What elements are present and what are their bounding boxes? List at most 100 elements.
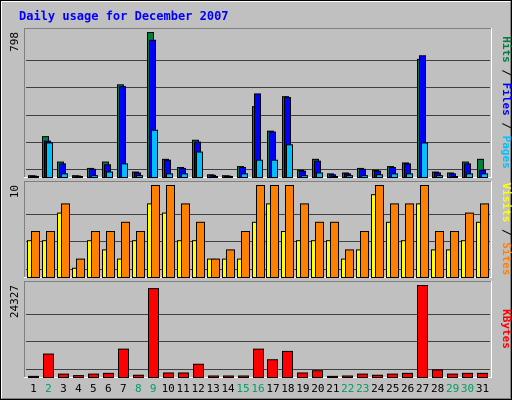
- panel-kbytes-day-7: [118, 348, 129, 378]
- bar-kbytes-day-19: [297, 372, 308, 378]
- chart-title: Daily usage for December 2007: [19, 9, 229, 23]
- bar-pages-day-9: [151, 129, 158, 179]
- panel-requests-day-11: [177, 167, 188, 179]
- legend-entry-pages: Pages: [500, 136, 512, 169]
- x-tick-label-day-16: 16: [251, 382, 264, 395]
- x-tick-label-day-8: 8: [135, 382, 142, 395]
- x-tick-label-day-7: 7: [120, 382, 127, 395]
- panel-requests-day-5: [87, 167, 98, 178]
- x-axis-labels: 1 2 3 4 5 6 7 8 9 10 11 12 13 14 15 16 17 18 19 20 21 22 23 24 2…: [30, 382, 489, 395]
- panel-kbytes-day-8: [133, 374, 144, 379]
- panel-requests-day-6: [102, 161, 113, 179]
- x-tick-label-day-25: 25: [386, 382, 399, 395]
- panel-kbytes-day-6: [103, 372, 114, 379]
- x-tick-label-day-12: 12: [192, 382, 205, 395]
- bar-pages-day-1: [32, 176, 39, 178]
- x-tick-label-day-9: 9: [150, 382, 157, 395]
- x-tick-label-day-3: 3: [60, 382, 67, 395]
- panel-kbytes-day-28: [432, 369, 443, 379]
- bar-pages-day-27: [421, 142, 428, 179]
- bar-sites-day-8: [136, 231, 145, 278]
- bar-pages-day-29: [451, 176, 458, 178]
- bar-kbytes-day-7: [118, 348, 129, 378]
- legend-entry-files: Files: [500, 83, 512, 116]
- x-tick-label-day-27: 27: [416, 382, 429, 395]
- panel-kbytes-day-9: [148, 288, 159, 379]
- panel-visits-day-10: [162, 185, 175, 279]
- bar-sites-day-30: [465, 212, 474, 279]
- panel-requests-day-10: [162, 158, 173, 179]
- bar-kbytes-day-2: [43, 353, 54, 378]
- bar-pages-day-21: [331, 176, 338, 178]
- bar-sites-day-31: [480, 203, 489, 278]
- bar-sites-day-3: [61, 203, 70, 278]
- bar-sites-day-6: [106, 231, 115, 278]
- panel-visits-day-24: [371, 185, 384, 278]
- x-tick-label-day-15: 15: [236, 382, 249, 395]
- bar-sites-day-27: [420, 185, 429, 278]
- panel-visits-day-26: [401, 203, 414, 278]
- legend-entry-hits: Hits: [500, 36, 512, 63]
- bar-pages-day-6: [106, 171, 113, 179]
- bar-kbytes-day-5: [88, 373, 99, 378]
- panel-visits-day-27: [416, 185, 429, 278]
- bar-pages-day-16: [256, 159, 263, 179]
- panel-kbytes-day-20: [312, 370, 323, 378]
- panel-kbytes-day-23: [357, 373, 368, 378]
- bar-sites-day-26: [405, 203, 414, 278]
- bar-kbytes-day-27: [417, 285, 428, 378]
- panel-visits-day-25: [386, 203, 399, 279]
- bar-sites-day-15: [241, 231, 250, 278]
- panel-visits-day-19: [296, 203, 309, 278]
- x-tick-label-day-31: 31: [476, 382, 489, 395]
- bar-kbytes-day-14: [223, 375, 234, 378]
- bar-pages-day-13: [211, 176, 218, 178]
- legend-separator: /: [500, 116, 512, 136]
- panel-requests-day-13: [207, 174, 218, 179]
- panel-kbytes-axis-max: 24327: [8, 285, 21, 318]
- panel-requests-day-9: [147, 32, 158, 179]
- bar-pages-day-5: [91, 175, 98, 178]
- panel-visits-day-7: [117, 221, 130, 279]
- bar-kbytes-day-26: [402, 372, 413, 379]
- panel-requests-day-26: [402, 162, 413, 179]
- panel-kbytes-day-14: [223, 375, 234, 378]
- bar-kbytes-day-30: [462, 372, 473, 379]
- x-tick-label-day-4: 4: [75, 382, 82, 395]
- panel-visits-day-12: [192, 221, 205, 279]
- bar-kbytes-day-1: [28, 375, 39, 378]
- bar-kbytes-day-15: [238, 375, 249, 378]
- panel-visits-day-14: [222, 249, 235, 279]
- panel-visits-day-1: [27, 231, 40, 278]
- panel-visits-day-21: [326, 221, 339, 279]
- bar-kbytes-day-17: [267, 359, 278, 379]
- bar-kbytes-day-24: [372, 374, 383, 379]
- panel-kbytes-day-3: [58, 373, 69, 378]
- bar-pages-day-15: [241, 173, 248, 179]
- panel-visits-day-9: [147, 185, 160, 278]
- bar-kbytes-day-8: [133, 374, 144, 379]
- bar-kbytes-day-16: [253, 348, 264, 378]
- bar-pages-day-28: [436, 175, 443, 178]
- panel-visits-day-30: [461, 212, 474, 279]
- x-tick-label-day-5: 5: [90, 382, 97, 395]
- x-tick-label-day-2: 2: [45, 382, 52, 395]
- panel-requests-day-30: [462, 161, 473, 179]
- bar-pages-day-19: [301, 175, 308, 178]
- panel-visits-day-13: [207, 258, 220, 279]
- x-tick-label-day-11: 11: [177, 382, 190, 395]
- legend-entry-visits: Visits: [500, 183, 512, 223]
- panel-kbytes-day-27: [417, 285, 428, 378]
- bar-pages-day-17: [271, 159, 278, 179]
- bar-kbytes-day-10: [163, 372, 174, 378]
- panel-kbytes-day-12: [193, 363, 204, 378]
- bar-sites-day-10: [166, 185, 175, 278]
- panel-requests: 798 Hits / Files / Pages: [8, 28, 512, 179]
- x-tick-label-day-30: 30: [461, 382, 474, 395]
- panel-kbytes-day-24: [372, 374, 383, 379]
- bar-sites-day-29: [450, 231, 459, 278]
- panel-kbytes-day-13: [208, 375, 219, 378]
- bar-pages-day-25: [391, 173, 398, 179]
- bar-sites-day-11: [181, 203, 190, 278]
